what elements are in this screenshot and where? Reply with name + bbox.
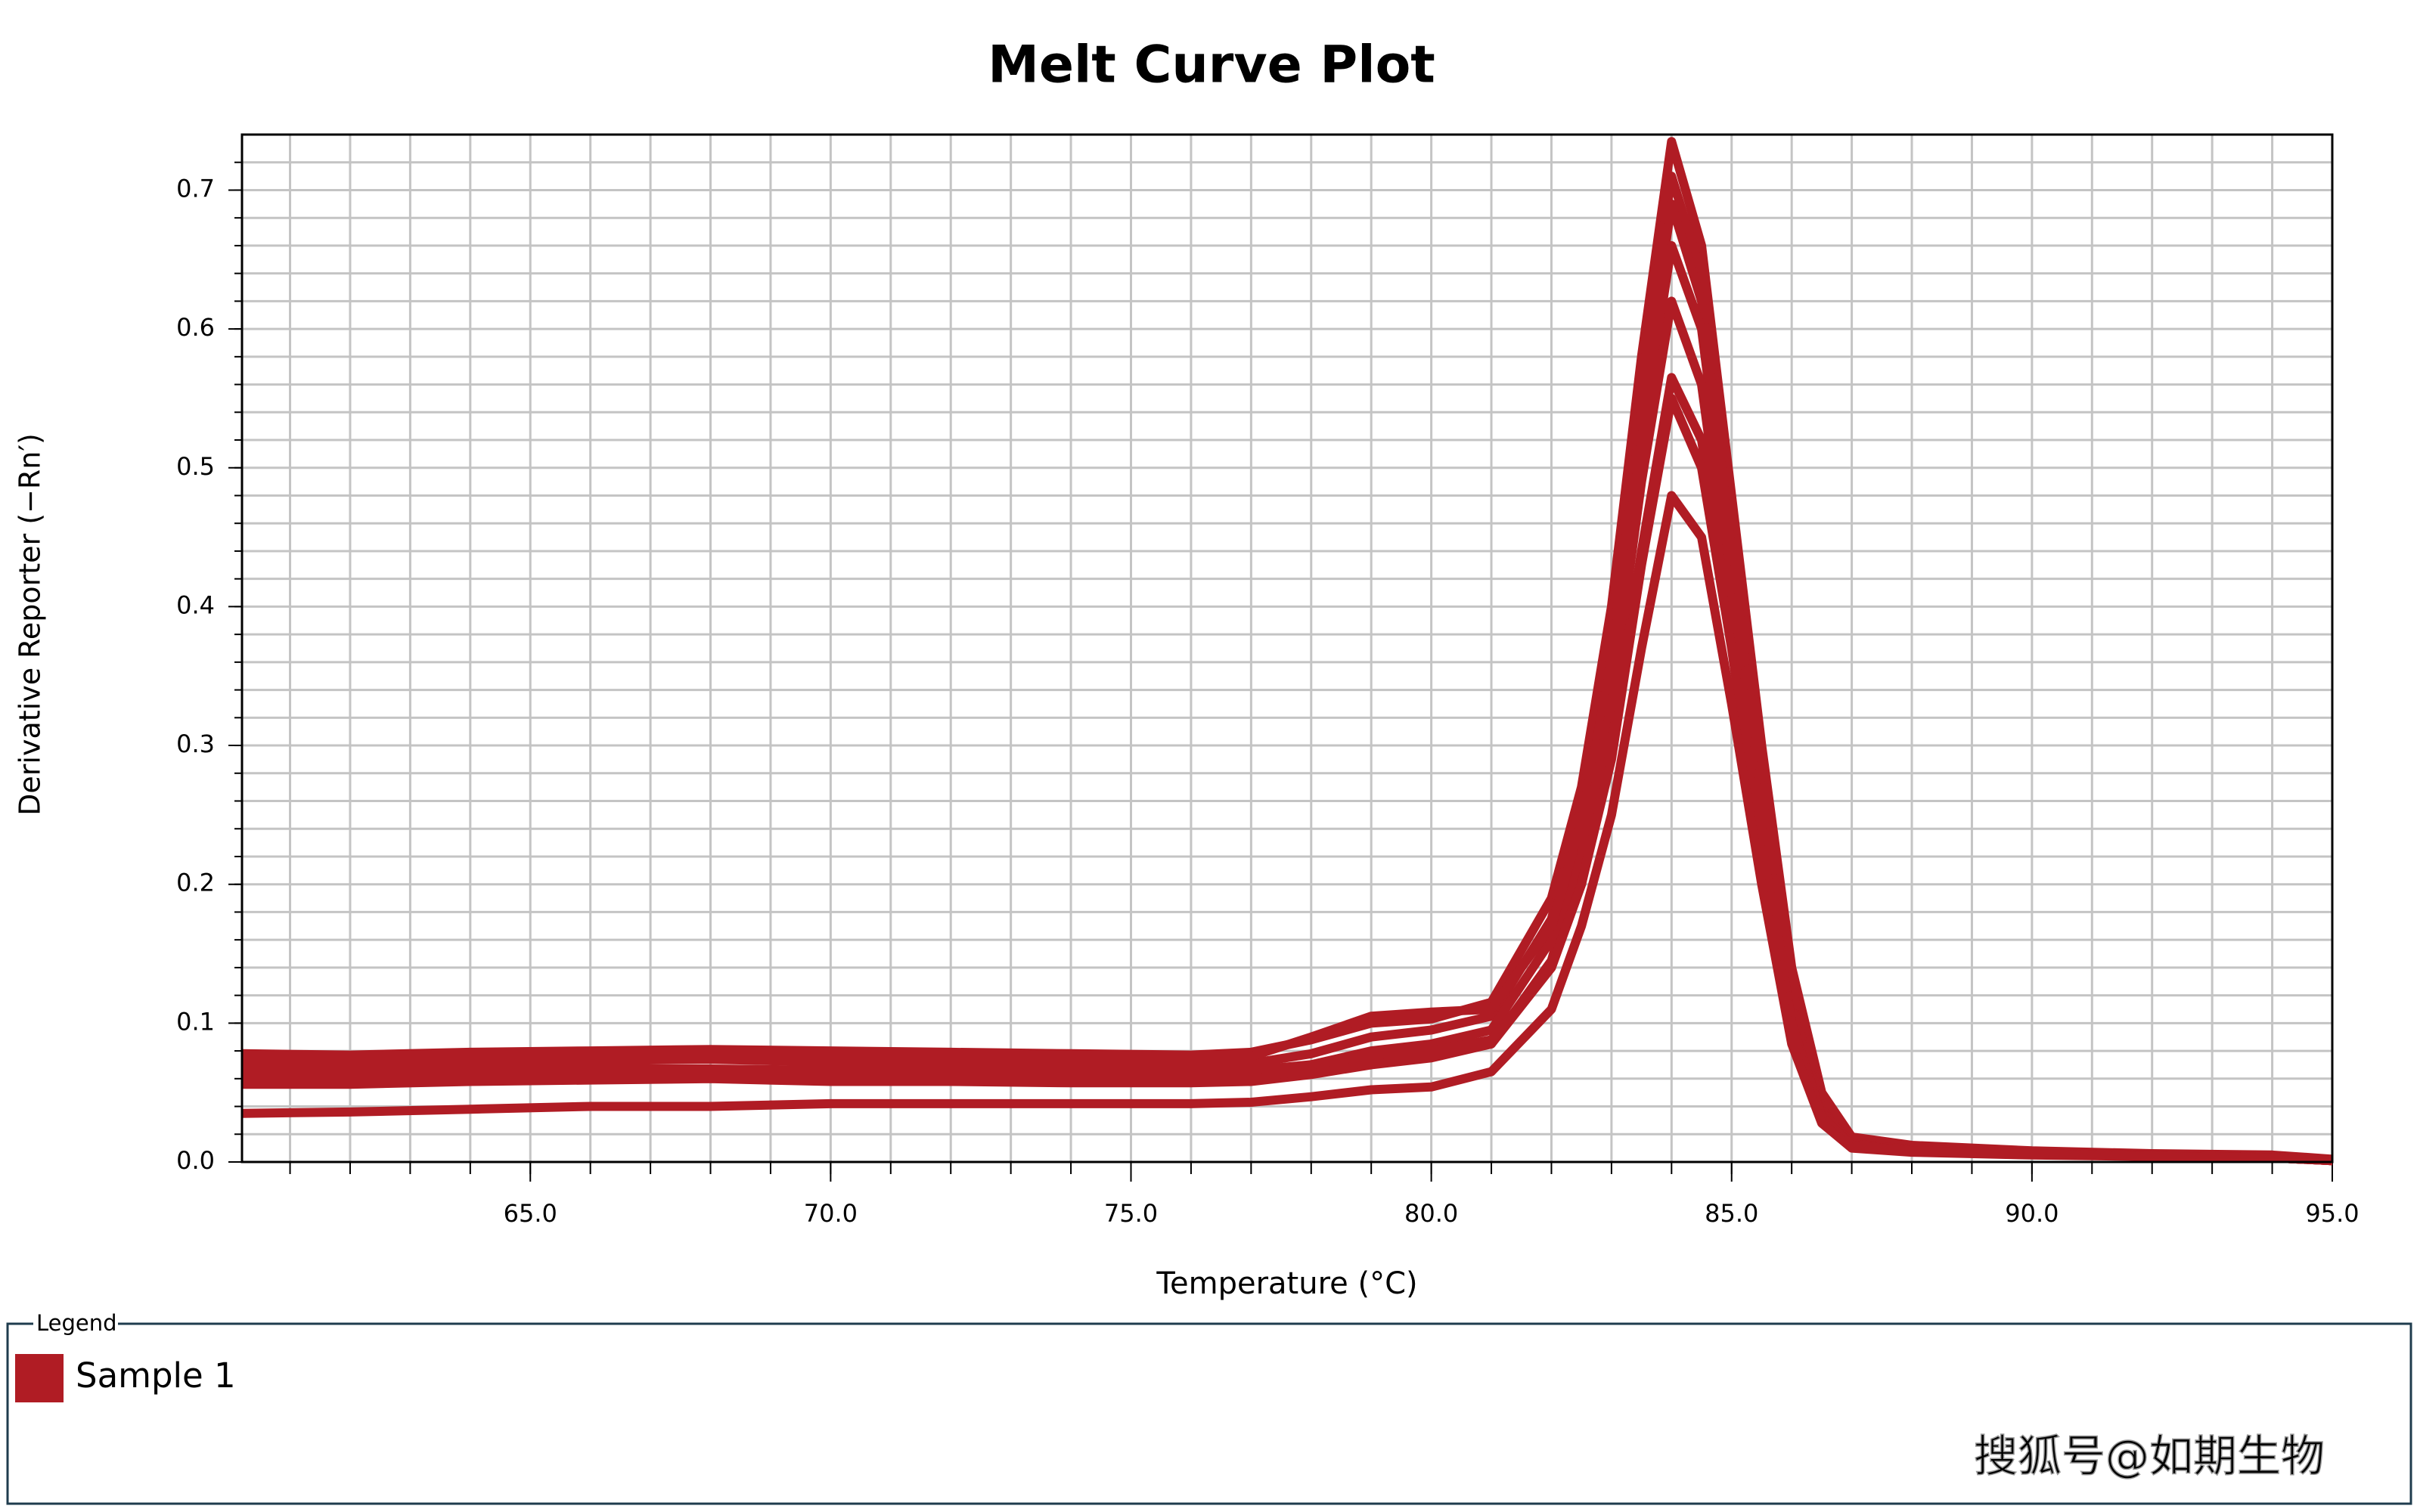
chart-title: Melt Curve Plot — [988, 36, 1435, 95]
x-tick-label: 75.0 — [1104, 1199, 1158, 1228]
x-tick-label: 80.0 — [1404, 1199, 1458, 1228]
y-tick-label: 0.1 — [176, 1007, 215, 1036]
x-tick-label: 70.0 — [804, 1199, 858, 1228]
plot-area — [242, 135, 2332, 1162]
y-tick-label: 0.4 — [176, 590, 215, 619]
y-tick-label: 0.5 — [176, 452, 215, 481]
plot-frame — [240, 133, 2334, 1163]
y-tick-label: 0.2 — [176, 869, 215, 897]
legend-title: Legend — [36, 1310, 117, 1336]
melt-curve — [241, 491, 2333, 1166]
x-tick-label: 95.0 — [2305, 1199, 2359, 1228]
y-axis-label: Derivative Reporter (−Rn′) — [14, 433, 47, 816]
y-tick-label: 0.7 — [176, 174, 215, 203]
legend-box — [6, 1322, 2412, 1505]
x-axis-label: Temperature (°C) — [1156, 1266, 1417, 1301]
legend-title-bg — [33, 1312, 118, 1335]
legend-label: Sample 1 — [76, 1356, 236, 1396]
x-tick-label: 85.0 — [1705, 1199, 1758, 1228]
x-tick-label: 65.0 — [504, 1199, 557, 1228]
y-tick-label: 0.6 — [176, 313, 215, 342]
legend-swatch — [15, 1354, 64, 1402]
y-tick-label: 0.0 — [176, 1146, 215, 1175]
y-tick-label: 0.3 — [176, 730, 215, 758]
x-tick-label: 90.0 — [2005, 1199, 2059, 1228]
watermark: 搜狐号@如期生物 — [1974, 1430, 2325, 1482]
